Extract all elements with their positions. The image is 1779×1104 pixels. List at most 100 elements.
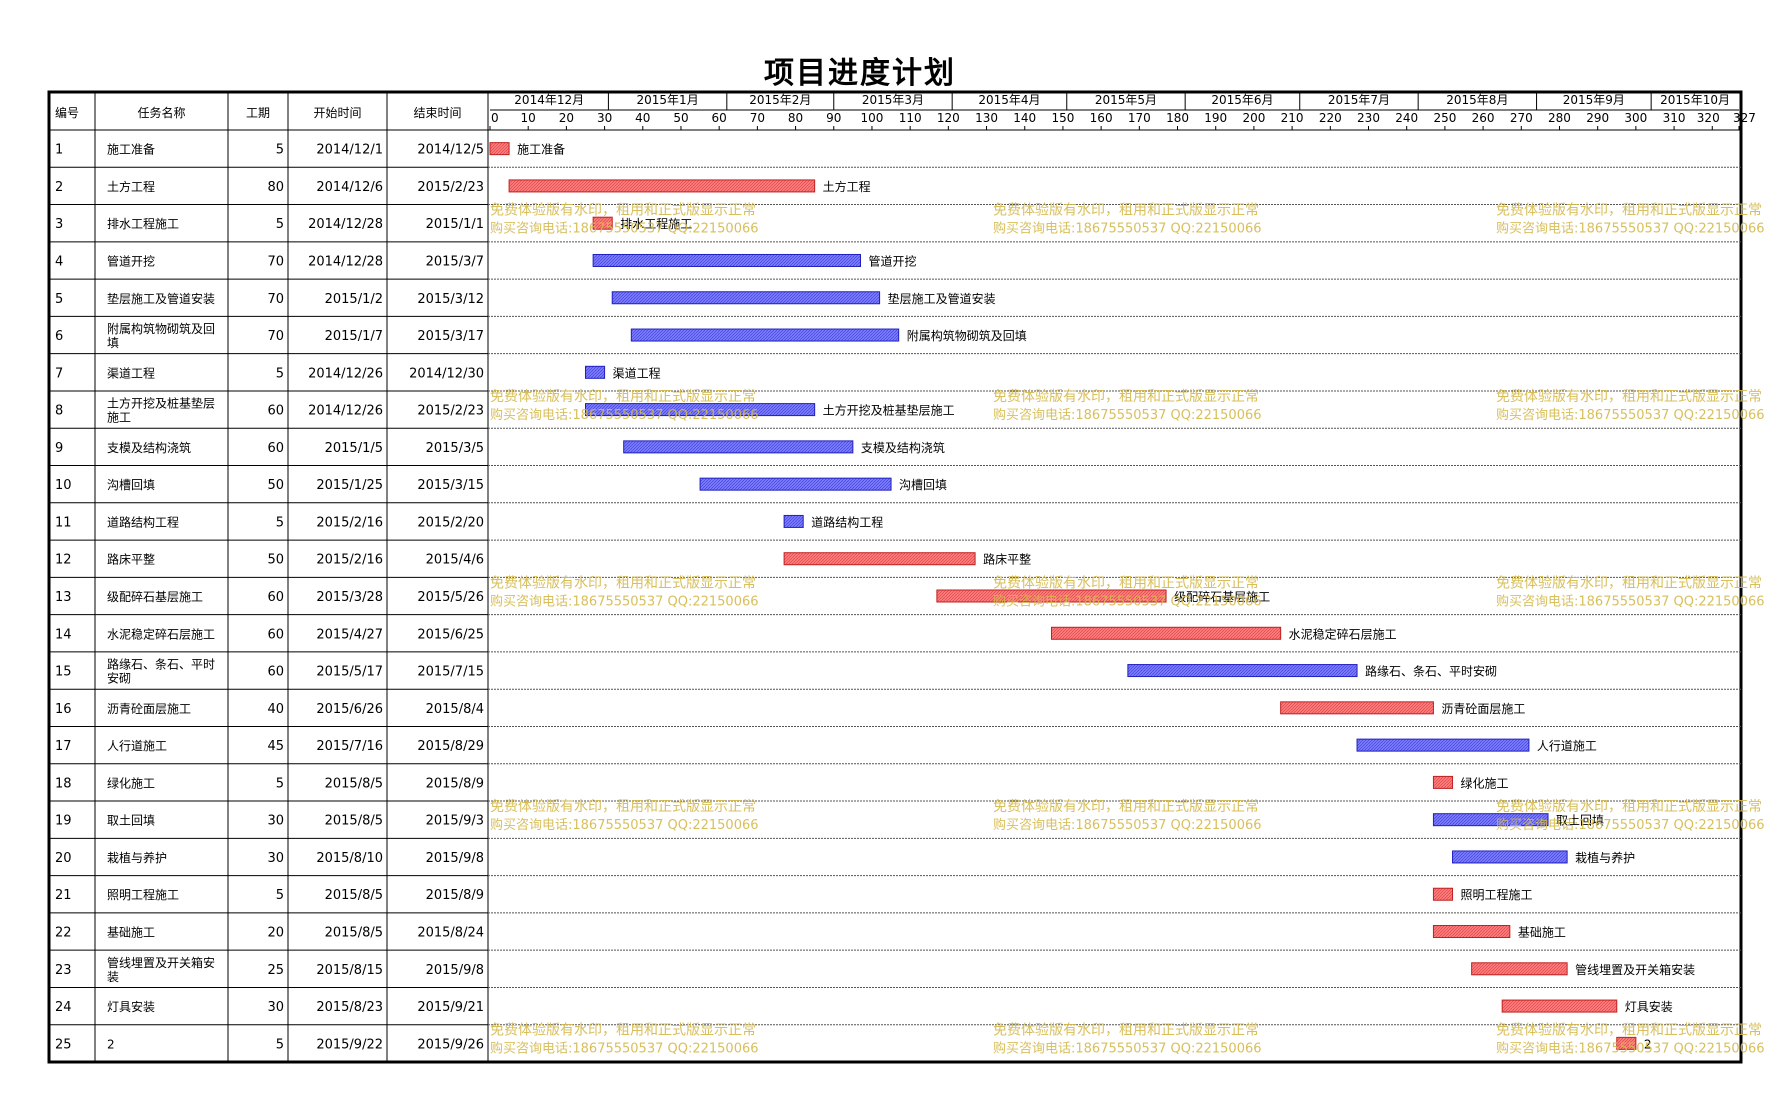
- day-tick-label: 190: [1204, 111, 1227, 125]
- task-start: 2014/12/28: [308, 254, 383, 269]
- watermark-line2: 购买咨询电话:18675550537 QQ:22150066: [993, 1041, 1262, 1057]
- task-no: 17: [55, 739, 72, 754]
- header-end: 结束时间: [413, 106, 461, 120]
- watermark-line1: 免费体验版有水印，租用和正式版显示正常: [490, 203, 756, 219]
- task-name: 水泥稳定碎石层施工: [107, 626, 215, 641]
- gantt-bar: [630, 328, 900, 342]
- month-label: 2015年6月: [1211, 93, 1273, 107]
- bars-layer: 施工准备土方工程排水工程施工管道开挖垫层施工及管道安装附属构筑物砌筑及回填渠道工…: [489, 142, 1695, 1051]
- task-name: 人行道施工: [107, 739, 167, 753]
- watermark-line2: 购买咨询电话:18675550537 QQ:22150066: [1496, 593, 1765, 609]
- day-tick-label: 120: [937, 111, 960, 125]
- task-end: 2015/9/3: [426, 814, 484, 829]
- task-duration: 5: [276, 143, 284, 158]
- task-start: 2015/2/16: [316, 515, 383, 530]
- gantt-bar-label: 附属构筑物砌筑及回填: [907, 328, 1027, 343]
- task-no: 20: [55, 851, 72, 866]
- watermark-line1: 免费体验版有水印，租用和正式版显示正常: [490, 1023, 756, 1039]
- month-label: 2015年9月: [1563, 93, 1625, 107]
- gantt-bar: [1050, 626, 1282, 640]
- gantt-bar-label: 施工准备: [517, 143, 565, 157]
- gantt-bar-label: 级配碎石基层施工: [1174, 589, 1270, 604]
- task-start: 2014/12/26: [308, 404, 383, 419]
- watermark-line1: 免费体验版有水印，租用和正式版显示正常: [993, 389, 1259, 405]
- day-tick-label: 240: [1395, 111, 1418, 125]
- task-duration: 70: [267, 254, 284, 269]
- watermark-line1: 免费体验版有水印，租用和正式版显示正常: [490, 799, 756, 815]
- task-end: 2015/8/9: [426, 776, 484, 791]
- task-start: 2015/1/2: [325, 292, 383, 307]
- task-name: 渠道工程: [107, 365, 155, 380]
- gantt-bar: [1432, 813, 1549, 827]
- task-duration: 40: [267, 702, 284, 717]
- watermark-line1: 免费体验版有水印，租用和正式版显示正常: [490, 389, 756, 405]
- gantt-bar-label: 管道开挖: [868, 253, 916, 268]
- task-duration: 60: [267, 404, 284, 419]
- task-name: 土方工程: [107, 179, 155, 194]
- header-no: 编号: [55, 105, 79, 120]
- gantt-bar-label: 2: [1644, 1037, 1652, 1051]
- task-name: 管线埋置及开关箱安: [107, 955, 215, 970]
- gantt-bar-label: 水泥稳定碎石层施工: [1289, 626, 1397, 641]
- task-start: 2015/1/5: [325, 441, 383, 456]
- gantt-bar-label: 道路结构工程: [811, 514, 883, 529]
- task-start: 2015/4/27: [316, 627, 383, 642]
- task-name: 土方开挖及桩基垫层: [107, 396, 215, 411]
- task-end: 2015/1/1: [426, 217, 484, 232]
- task-name: 取土回填: [107, 814, 155, 828]
- task-name-cont: 装: [107, 970, 119, 984]
- watermark-line1: 免费体验版有水印，租用和正式版显示正常: [1496, 1023, 1762, 1039]
- task-duration: 60: [267, 590, 284, 605]
- task-start: 2014/12/26: [308, 366, 383, 381]
- task-start: 2015/3/28: [316, 590, 383, 605]
- day-tick-label: 80: [788, 111, 803, 125]
- task-duration: 50: [267, 553, 284, 568]
- task-name: 垫层施工及管道安装: [107, 291, 215, 306]
- task-no: 1: [55, 143, 63, 158]
- task-duration: 5: [276, 217, 284, 232]
- watermark-line1: 免费体验版有水印，租用和正式版显示正常: [1496, 575, 1762, 591]
- day-tick-label: 10: [521, 111, 536, 125]
- task-end: 2015/9/21: [417, 1000, 484, 1015]
- task-no: 13: [55, 590, 72, 605]
- day-tick-label: 20: [559, 111, 574, 125]
- gantt-bar: [936, 589, 1167, 603]
- task-end: 2015/3/12: [417, 292, 484, 307]
- task-name: 2: [107, 1037, 115, 1051]
- task-end: 2014/12/30: [409, 366, 484, 381]
- header-duration: 工期: [246, 106, 270, 120]
- gantt-bar: [1501, 999, 1618, 1013]
- gantt-bar-label: 路床平整: [983, 552, 1031, 567]
- task-name: 栽植与养护: [107, 850, 167, 865]
- task-no: 19: [55, 814, 72, 829]
- task-name: 绿化施工: [107, 775, 155, 790]
- task-start: 2014/12/1: [316, 143, 383, 158]
- task-start: 2015/8/23: [316, 1000, 383, 1015]
- watermark-line2: 购买咨询电话:18675550537 QQ:22150066: [1496, 1041, 1765, 1057]
- day-tick-label: 250: [1433, 111, 1456, 125]
- day-tick-label: 90: [826, 111, 841, 125]
- task-no: 8: [55, 404, 63, 419]
- task-end: 2015/3/17: [417, 329, 484, 344]
- watermark-line2: 购买咨询电话:18675550537 QQ:22150066: [993, 593, 1262, 609]
- task-no: 12: [55, 553, 72, 568]
- task-name: 道路结构工程: [107, 514, 179, 529]
- task-end: 2015/3/5: [426, 441, 484, 456]
- gantt-bar: [1432, 925, 1511, 939]
- task-start: 2014/12/28: [308, 217, 383, 232]
- day-tick-label: 270: [1510, 111, 1533, 125]
- task-name: 管道开挖: [107, 253, 155, 268]
- task-start: 2015/2/16: [316, 553, 383, 568]
- task-name: 排水工程施工: [107, 216, 179, 231]
- task-end: 2015/3/15: [417, 478, 484, 493]
- watermark-line1: 免费体验版有水印，租用和正式版显示正常: [490, 575, 756, 591]
- gantt-bar-label: 土方工程: [823, 179, 871, 194]
- day-tick-label: 60: [712, 111, 727, 125]
- gantt-bar: [1127, 664, 1358, 678]
- task-duration: 20: [267, 926, 284, 941]
- gantt-bar-label: 排水工程施工: [620, 216, 692, 231]
- task-name: 支模及结构浇筑: [107, 440, 191, 455]
- grid-layer: [47, 90, 1743, 1064]
- task-start: 2015/9/22: [316, 1037, 383, 1052]
- task-name-cont: 填: [107, 336, 119, 350]
